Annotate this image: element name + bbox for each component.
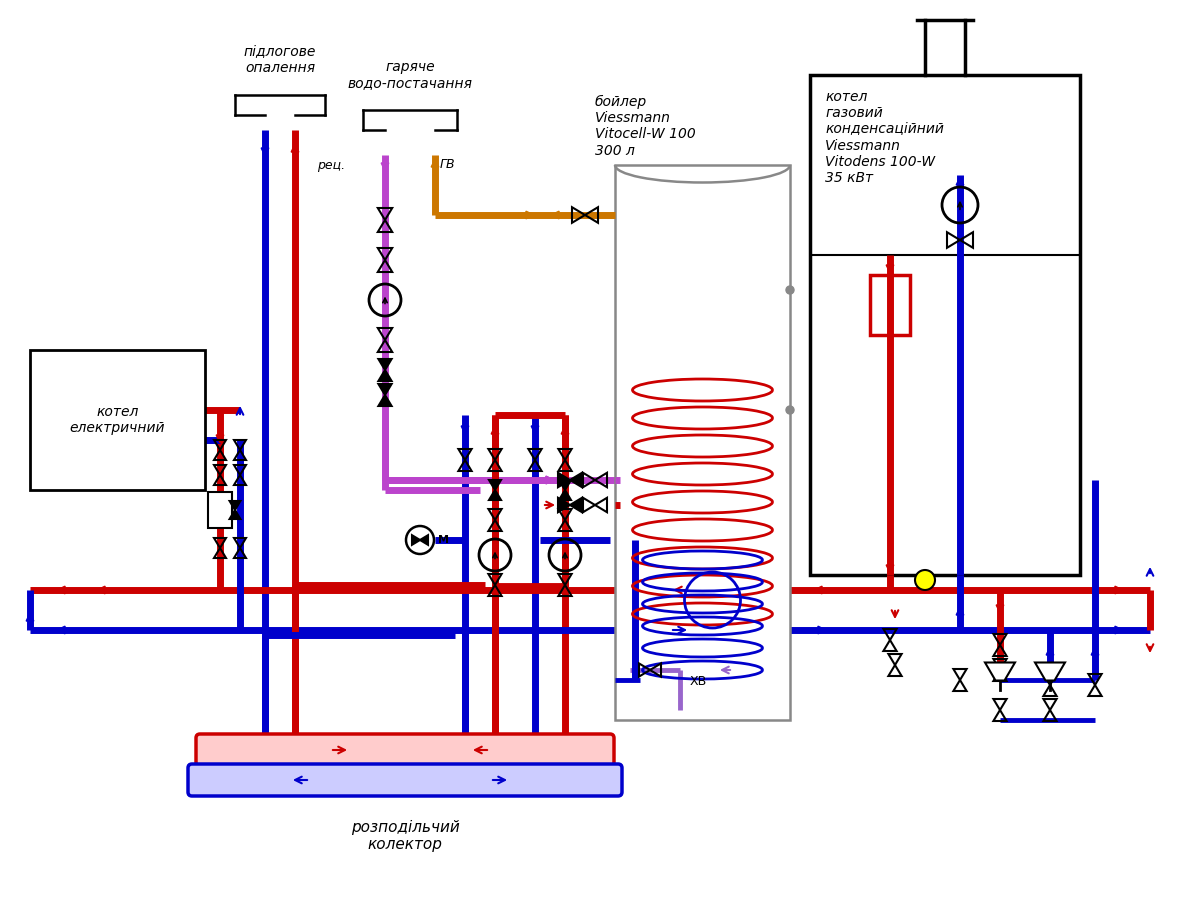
Bar <box>208 492 232 528</box>
Text: котел
газовий
конденсаційний
Viessmann
Vitodens 100-W
35 кВт: котел газовий конденсаційний Viessmann V… <box>826 90 944 185</box>
Polygon shape <box>420 535 428 545</box>
Polygon shape <box>559 490 571 500</box>
Polygon shape <box>412 535 420 545</box>
Polygon shape <box>570 472 582 487</box>
Text: котел
електричний: котел електричний <box>70 405 166 435</box>
Bar <box>616 165 790 720</box>
Polygon shape <box>229 501 240 510</box>
Polygon shape <box>490 490 502 500</box>
Circle shape <box>916 570 935 590</box>
Polygon shape <box>490 480 502 490</box>
Circle shape <box>786 286 794 294</box>
FancyBboxPatch shape <box>188 764 622 796</box>
Polygon shape <box>558 472 570 487</box>
Text: підлогове
опалення: підлогове опалення <box>244 45 316 75</box>
Polygon shape <box>570 498 582 512</box>
Polygon shape <box>558 498 570 512</box>
Bar <box>870 275 910 335</box>
Text: рец.: рец. <box>317 158 346 172</box>
Text: M: M <box>438 535 449 545</box>
Circle shape <box>786 406 794 414</box>
Polygon shape <box>378 370 391 381</box>
Polygon shape <box>378 395 391 406</box>
Polygon shape <box>229 510 240 519</box>
Text: бойлер
Viessmann
Vitocell-W 100
300 л: бойлер Viessmann Vitocell-W 100 300 л <box>595 95 696 158</box>
Polygon shape <box>559 480 571 490</box>
Text: ХВ: ХВ <box>690 675 707 688</box>
Polygon shape <box>378 384 391 395</box>
Text: ГВ: ГВ <box>440 158 456 172</box>
Bar <box>30 350 205 490</box>
FancyBboxPatch shape <box>196 734 614 766</box>
Polygon shape <box>1034 663 1066 680</box>
Polygon shape <box>985 663 1015 680</box>
Text: гаряче
водо-постачання: гаряче водо-постачання <box>348 60 473 90</box>
Polygon shape <box>378 359 391 370</box>
Bar <box>810 75 1080 575</box>
Text: розподільчий
колектор: розподільчий колектор <box>350 820 460 853</box>
